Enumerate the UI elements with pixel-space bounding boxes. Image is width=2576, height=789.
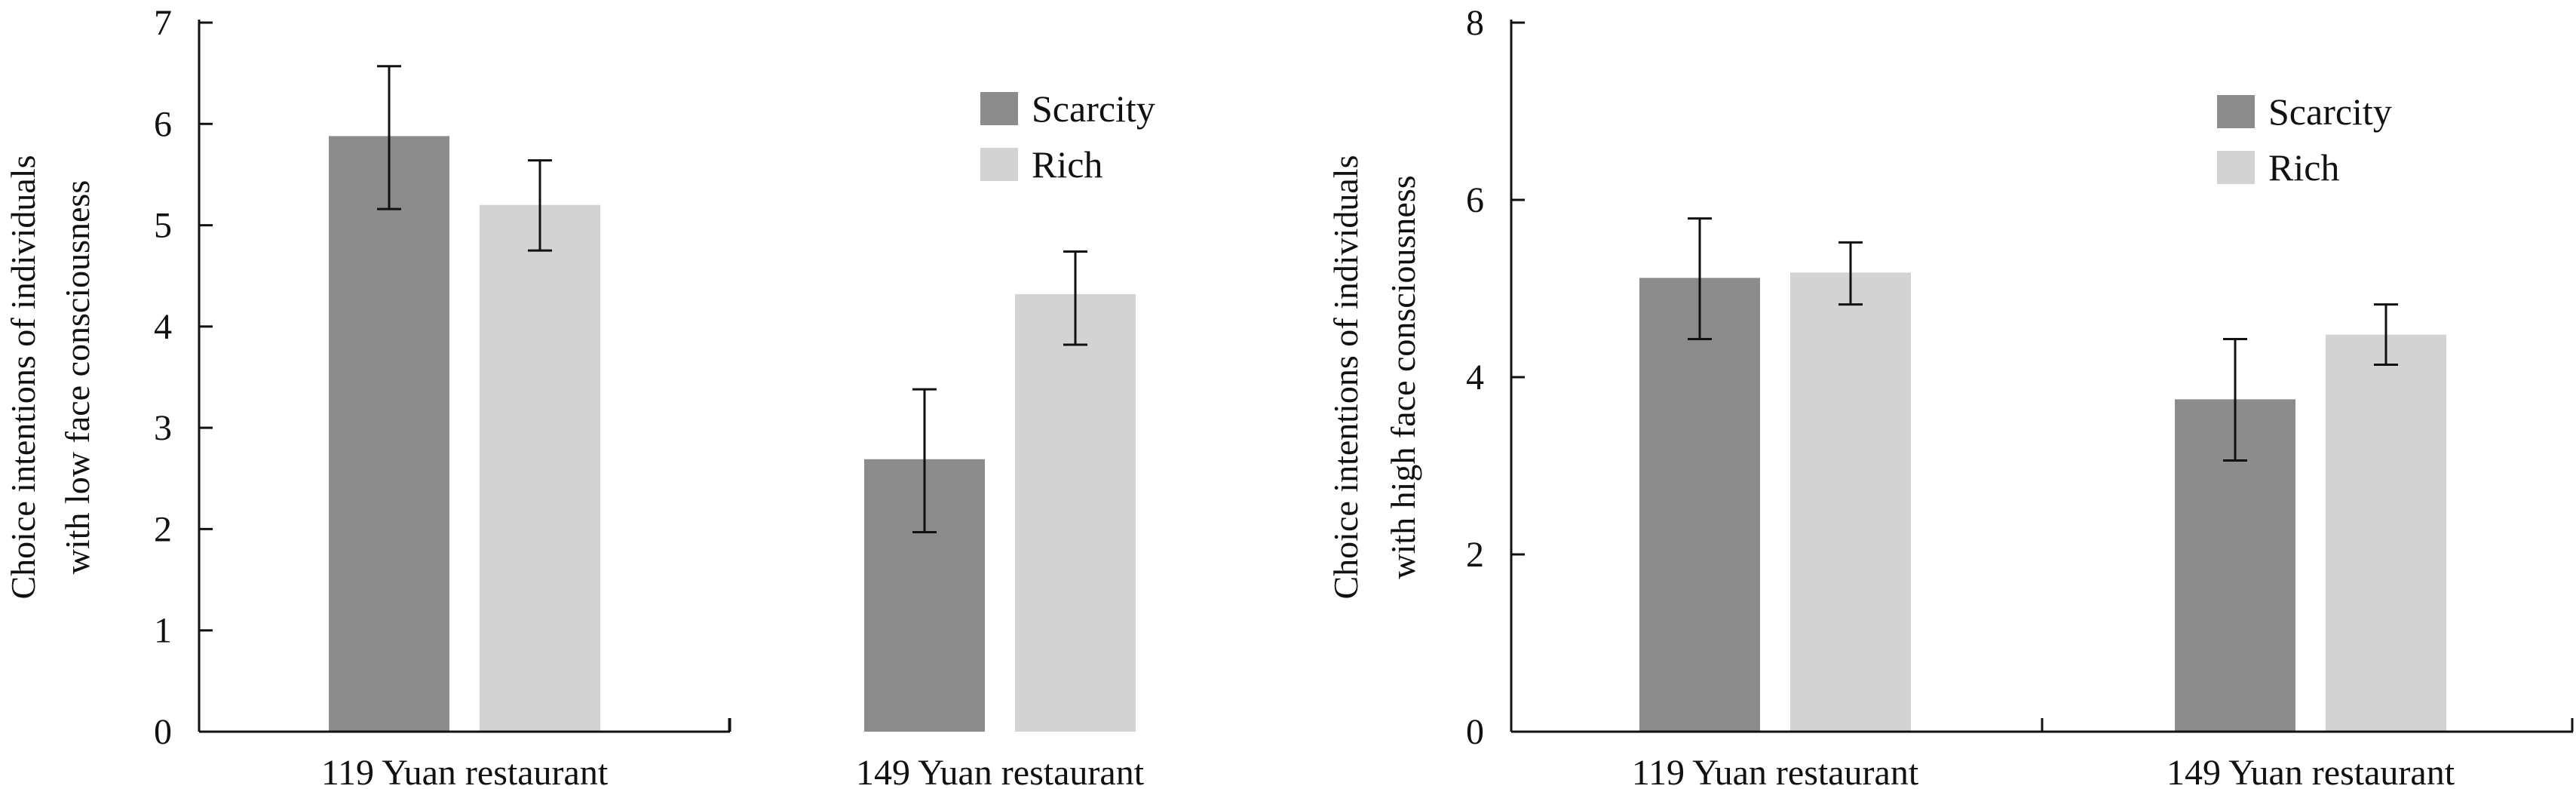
legend-label-rich: Rich bbox=[2268, 146, 2339, 189]
y-tick-label: 0 bbox=[154, 712, 172, 752]
y-tick-label: 4 bbox=[154, 307, 172, 347]
error-bar-rich-0 bbox=[528, 159, 552, 252]
legend-label-rich: Rich bbox=[1032, 143, 1102, 186]
error-bar-scarcity-1 bbox=[2223, 337, 2247, 462]
error-bar-scarcity-0 bbox=[1688, 217, 1712, 340]
bar-scarcity-0 bbox=[329, 136, 449, 732]
bar-rich-0 bbox=[1790, 272, 1911, 732]
x-category-label: 149 Yuan restaurant bbox=[856, 753, 1145, 789]
legend-swatch-scarcity bbox=[980, 92, 1018, 125]
x-category-label: 119 Yuan restaurant bbox=[321, 753, 609, 789]
y-tick-label: 4 bbox=[1466, 358, 1484, 398]
y-axis-label-line: with low face consciousness bbox=[58, 180, 97, 575]
y-tick-label: 6 bbox=[154, 104, 172, 144]
legend-swatch-scarcity bbox=[2217, 95, 2255, 128]
y-axis-label-line: Choice intentions of individuals bbox=[1326, 155, 1365, 600]
y-tick-label: 3 bbox=[154, 408, 172, 448]
y-tick-label: 5 bbox=[154, 206, 172, 246]
error-bar-rich-1 bbox=[2374, 303, 2398, 367]
y-tick-label: 1 bbox=[154, 611, 172, 651]
chart-low-face-consciousness: 0 1 2 3 4 5 6 7 119 Yuan restaurant 149 Yuan rest… bbox=[4, 3, 1155, 789]
error-bar-rich-1 bbox=[1063, 250, 1087, 346]
y-axis-label-line: Choice intentions of individuals bbox=[4, 155, 42, 600]
legend-label-scarcity: Scarcity bbox=[1032, 87, 1155, 130]
legend-label-scarcity: Scarcity bbox=[2268, 91, 2392, 133]
error-bar-scarcity-1 bbox=[912, 388, 937, 533]
legend-swatch-rich bbox=[980, 148, 1018, 181]
y-axis-label-line: with high face consciousness bbox=[1384, 175, 1422, 579]
y-tick-label: 8 bbox=[1466, 3, 1484, 43]
chart-high-face-consciousness: 0 2 4 6 8 119 Yuan restaurant 149 Yuan restaur… bbox=[1326, 3, 2574, 789]
bar-rich-1 bbox=[2326, 334, 2446, 732]
bar-rich-1 bbox=[1015, 293, 1136, 732]
bar-rich-0 bbox=[480, 204, 600, 732]
error-bar-scarcity-0 bbox=[377, 65, 401, 210]
x-category-label: 119 Yuan restaurant bbox=[1632, 753, 1919, 789]
bar-scarcity-0 bbox=[1639, 278, 1760, 732]
y-tick-label: 2 bbox=[154, 509, 172, 549]
error-bar-rich-0 bbox=[1838, 241, 1863, 306]
legend-swatch-rich bbox=[2217, 151, 2255, 184]
y-tick-label: 2 bbox=[1466, 535, 1484, 575]
y-tick-label: 6 bbox=[1466, 180, 1484, 220]
x-category-label: 149 Yuan restaurant bbox=[2167, 753, 2455, 789]
y-tick-label: 7 bbox=[154, 3, 172, 43]
y-tick-label: 0 bbox=[1466, 712, 1484, 752]
